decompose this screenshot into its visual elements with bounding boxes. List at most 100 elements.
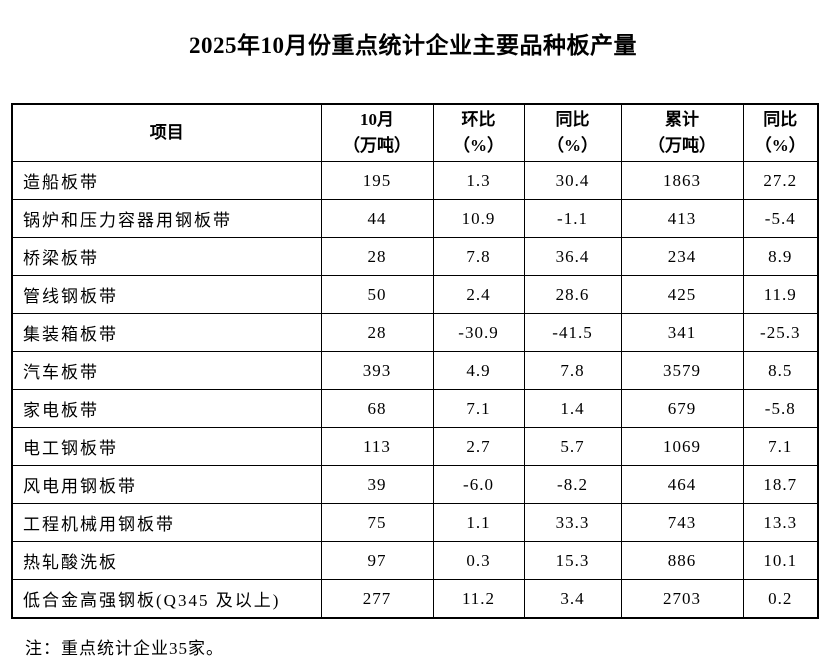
cumulative-value-cell: 234	[620, 237, 744, 276]
table-row: 汽车板带 393 4.9 7.8 3579 8.5	[11, 351, 819, 390]
table-body: 造船板带 195 1.3 30.4 1863 27.2 锅炉和压力容器用钢板带 44 10.9-…	[11, 161, 819, 619]
yoy-value-cell: 30.4	[523, 161, 622, 200]
item-cell: 热轧酸洗板	[11, 541, 322, 580]
october-value-cell: 113	[320, 427, 434, 466]
col-header-mom: 环比 （%）	[432, 103, 525, 162]
col-header-yoy-unit: （%）	[547, 136, 598, 155]
table-row: 集装箱板带 28 -30.9 -41.5 341 -25.3	[11, 313, 819, 352]
col-header-mom-label: 环比	[461, 109, 496, 129]
cumulative-yoy-cell: -25.3	[742, 313, 819, 352]
yoy-value-cell: 5.7	[523, 427, 622, 466]
cumulative-value-cell: 413	[620, 199, 744, 238]
october-value-cell: 97	[320, 541, 434, 580]
mom-value-cell: 2.7	[432, 427, 525, 466]
item-cell: 桥梁板带	[11, 237, 322, 276]
col-header-item-label: 项目	[149, 122, 184, 142]
item-cell: 工程机械用钢板带	[11, 503, 322, 542]
october-value-cell: 393	[320, 351, 434, 390]
footnote: 注：重点统计企业35家。	[25, 639, 224, 658]
mom-value-cell: 1.1	[432, 503, 525, 542]
cumulative-value-cell: 425	[620, 275, 744, 314]
cumulative-value-cell: 743	[620, 503, 744, 542]
yoy-value-cell: -8.2	[523, 465, 622, 504]
table-row: 造船板带 195 1.3 30.4 1863 27.2	[11, 161, 819, 200]
mom-value-cell: 2.4	[432, 275, 525, 314]
october-value-cell: 28	[320, 237, 434, 276]
col-header-cumulative-yoy: 同比 （%）	[742, 103, 819, 162]
cumulative-yoy-cell: 18.7	[742, 465, 819, 504]
mom-value-cell: -6.0	[432, 465, 525, 504]
mom-value-cell: 0.3	[432, 541, 525, 580]
october-value-cell: 39	[320, 465, 434, 504]
yoy-value-cell: 7.8	[523, 351, 622, 390]
item-cell: 造船板带	[11, 161, 322, 200]
cumulative-value-cell: 3579	[620, 351, 744, 390]
col-header-cumulative-yoy-unit: （%）	[754, 136, 806, 155]
cumulative-yoy-cell: -5.8	[742, 389, 819, 428]
october-value-cell: 28	[320, 313, 434, 352]
yoy-value-cell: -1.1	[523, 199, 622, 238]
table-row: 管线钢板带 50 2.4 28.6 425 11.9	[11, 275, 819, 314]
table-row: 桥梁板带 28 7.8 36.4 234 8.9	[11, 237, 819, 276]
table-row: 风电用钢板带 39 -6.0 -8.2 464 18.7	[11, 465, 819, 504]
mom-value-cell: -30.9	[432, 313, 525, 352]
yoy-value-cell: 1.4	[523, 389, 622, 428]
item-cell: 管线钢板带	[11, 275, 322, 314]
mom-value-cell: 1.3	[432, 161, 525, 200]
yoy-value-cell: 3.4	[523, 579, 622, 619]
table-row: 热轧酸洗板 97 0.3 15.3 886 10.1	[11, 541, 819, 580]
cumulative-value-cell: 2703	[620, 579, 744, 619]
cumulative-value-cell: 1069	[620, 427, 744, 466]
cumulative-yoy-cell: 10.1	[742, 541, 819, 580]
col-header-october-label: 10月	[360, 109, 394, 129]
item-cell: 低合金高强钢板(Q345 及以上)	[11, 579, 322, 619]
col-header-cumulative-yoy-label: 同比	[763, 109, 798, 129]
cumulative-yoy-cell: 11.9	[742, 275, 819, 314]
table-row: 工程机械用钢板带 75 1.1 33.3 743 13.3	[11, 503, 819, 542]
col-header-yoy: 同比 （%）	[523, 103, 622, 162]
cumulative-value-cell: 886	[620, 541, 744, 580]
item-cell: 锅炉和压力容器用钢板带	[11, 199, 322, 238]
mom-value-cell: 10.9	[432, 199, 525, 238]
cumulative-value-cell: 341	[620, 313, 744, 352]
table-row: 家电板带 68 7.1 1.4 679 -5.8	[11, 389, 819, 428]
yoy-value-cell: 15.3	[523, 541, 622, 580]
item-cell: 电工钢板带	[11, 427, 322, 466]
col-header-cumulative-unit: （万吨）	[648, 136, 716, 155]
october-value-cell: 68	[320, 389, 434, 428]
col-header-october: 10月 （万吨）	[320, 103, 434, 162]
item-cell: 家电板带	[11, 389, 322, 428]
item-cell: 汽车板带	[11, 351, 322, 390]
col-header-item: 项目	[11, 103, 322, 162]
cumulative-yoy-cell: 8.5	[742, 351, 819, 390]
mom-value-cell: 7.1	[432, 389, 525, 428]
page-title: 2025年10月份重点统计企业主要品种板产量	[189, 33, 637, 58]
october-value-cell: 44	[320, 199, 434, 238]
october-value-cell: 50	[320, 275, 434, 314]
col-header-october-unit: （万吨）	[343, 136, 411, 155]
october-value-cell: 277	[320, 579, 434, 619]
table-row: 锅炉和压力容器用钢板带 44 10.9 -1.1 413 -5.4	[11, 199, 819, 238]
col-header-cumulative-label: 累计	[665, 109, 699, 129]
table-header: 项目 10月 （万吨） 环比 （%） 同比 （%） 累计 （万吨）	[11, 103, 819, 162]
mom-value-cell: 7.8	[432, 237, 525, 276]
cumulative-yoy-cell: 0.2	[742, 579, 819, 619]
item-cell: 风电用钢板带	[11, 465, 322, 504]
yoy-value-cell: 36.4	[523, 237, 622, 276]
col-header-yoy-label: 同比	[555, 109, 590, 129]
yoy-value-cell: -41.5	[523, 313, 622, 352]
october-value-cell: 75	[320, 503, 434, 542]
cumulative-yoy-cell: 27.2	[742, 161, 819, 200]
cumulative-yoy-cell: 8.9	[742, 237, 819, 276]
header-row: 项目 10月 （万吨） 环比 （%） 同比 （%） 累计 （万吨）	[11, 103, 819, 162]
table-row: 低合金高强钢板(Q345 及以上) 277 11.2 3.4 2703 0.2	[11, 579, 819, 619]
yoy-value-cell: 28.6	[523, 275, 622, 314]
cumulative-yoy-cell: 7.1	[742, 427, 819, 466]
cumulative-value-cell: 464	[620, 465, 744, 504]
col-header-cumulative: 累计 （万吨）	[620, 103, 744, 162]
mom-value-cell: 11.2	[432, 579, 525, 619]
cumulative-yoy-cell: -5.4	[742, 199, 819, 238]
cumulative-value-cell: 679	[620, 389, 744, 428]
item-cell: 集装箱板带	[11, 313, 322, 352]
